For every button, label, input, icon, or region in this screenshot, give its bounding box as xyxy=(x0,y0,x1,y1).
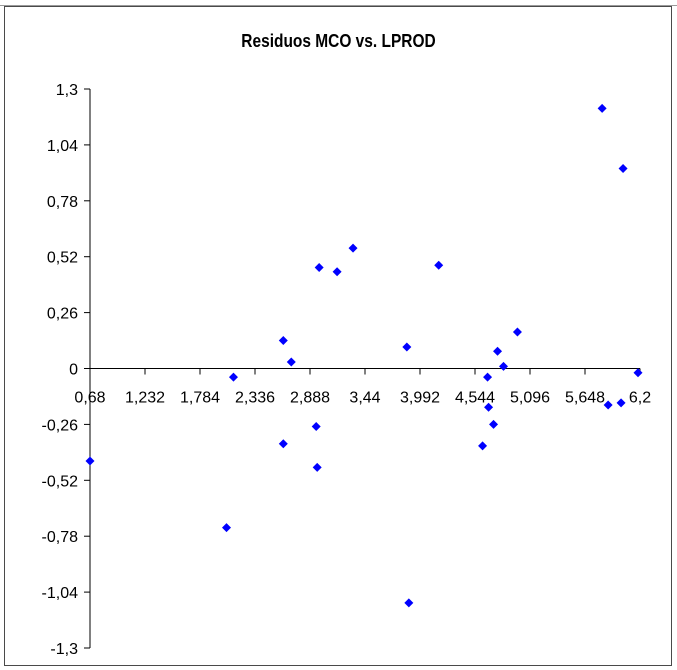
data-point xyxy=(633,368,643,378)
chart-area xyxy=(4,6,672,666)
y-tick-label: 0,26 xyxy=(47,306,78,323)
data-point xyxy=(278,439,288,449)
y-tick-label: -0,26 xyxy=(42,417,79,434)
x-tick-label: 5,096 xyxy=(510,390,550,407)
data-point xyxy=(312,462,322,472)
x-tick-label: 2,888 xyxy=(290,390,330,407)
y-tick-label: 0,78 xyxy=(47,194,78,211)
y-tick-label: 1,3 xyxy=(56,82,78,99)
x-tick-label: 4,544 xyxy=(455,390,495,407)
data-point xyxy=(512,327,522,337)
x-tick-label: 5,648 xyxy=(565,390,605,407)
x-axis-ticks: 0,68 1,232 1,784 2,336 2,888 3,44 3,992 4,544 5,… xyxy=(74,368,651,407)
y-tick-label: -1,3 xyxy=(50,641,78,658)
y-tick-label: -0,52 xyxy=(42,473,79,490)
data-point xyxy=(489,419,499,429)
outer-border xyxy=(0,0,677,6)
y-tick-label: -0,78 xyxy=(42,529,79,546)
data-point xyxy=(286,357,296,367)
data-point xyxy=(404,598,414,608)
data-point xyxy=(228,372,238,382)
data-point xyxy=(483,372,493,382)
data-point xyxy=(222,523,232,533)
y-axis-ticks: 1,3 1,04 0,78 0,52 0,26 0 -0,26 -0,52 -0,78 -1,04… xyxy=(42,82,90,658)
data-point xyxy=(85,456,95,466)
data-point xyxy=(478,441,488,451)
x-tick-label: 0,68 xyxy=(74,390,105,407)
data-point xyxy=(484,402,494,412)
data-point xyxy=(314,262,324,272)
data-point xyxy=(616,398,626,408)
y-tick-label: -1,04 xyxy=(42,585,79,602)
data-point xyxy=(278,336,288,346)
data-point xyxy=(493,346,503,356)
y-tick-label: 0,52 xyxy=(47,250,78,267)
data-point xyxy=(348,243,358,253)
data-points xyxy=(85,103,643,608)
y-tick-label: 0 xyxy=(69,362,78,379)
x-tick-label: 6,2 xyxy=(629,390,651,407)
data-point xyxy=(597,103,607,113)
x-tick-label: 3,992 xyxy=(400,390,440,407)
x-tick-label: 1,232 xyxy=(125,390,165,407)
data-point xyxy=(603,400,613,410)
data-point xyxy=(402,342,412,352)
x-tick-label: 1,784 xyxy=(180,390,220,407)
data-point xyxy=(311,422,321,432)
data-point xyxy=(434,260,444,270)
x-tick-label: 2,336 xyxy=(235,390,275,407)
data-point xyxy=(618,164,628,174)
x-tick-label: 3,44 xyxy=(349,390,380,407)
y-tick-label: 1,04 xyxy=(47,138,78,155)
chart-title: Residuos MCO vs. LPROD xyxy=(241,31,436,51)
data-point xyxy=(332,267,342,277)
data-point xyxy=(498,361,508,371)
